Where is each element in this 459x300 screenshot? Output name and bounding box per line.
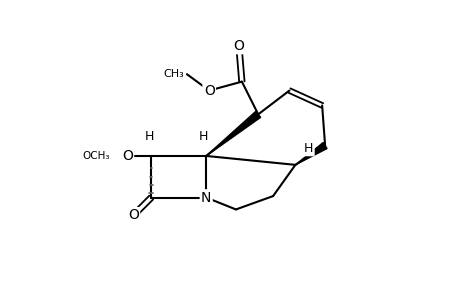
Text: O: O	[203, 84, 214, 98]
Polygon shape	[206, 111, 260, 156]
Text: N: N	[201, 190, 211, 205]
Text: CH₃: CH₃	[163, 69, 184, 79]
Polygon shape	[295, 142, 326, 165]
Text: H: H	[303, 142, 313, 155]
Text: H: H	[145, 130, 154, 143]
Text: O: O	[122, 149, 133, 163]
Text: O: O	[128, 208, 139, 222]
Text: O: O	[233, 39, 244, 53]
Text: OCH₃: OCH₃	[82, 151, 109, 161]
Text: H: H	[198, 130, 207, 143]
